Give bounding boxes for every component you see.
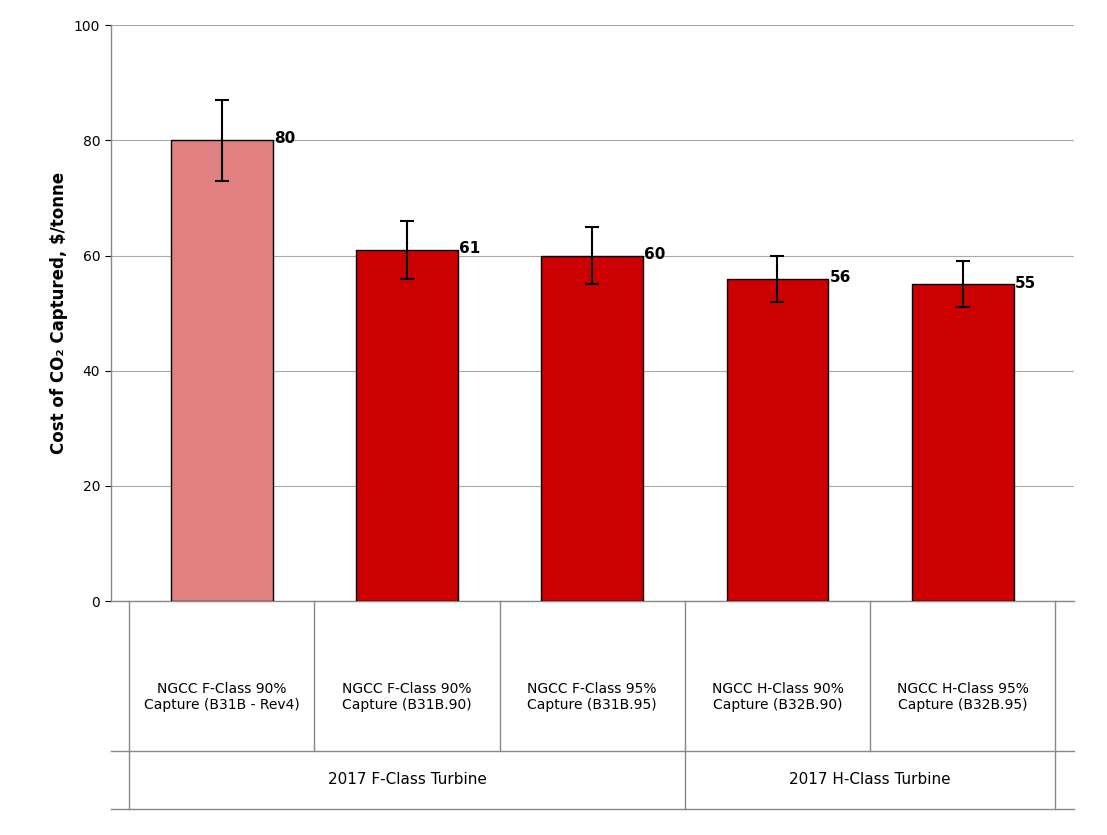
Text: 56: 56 bbox=[829, 270, 850, 285]
Bar bbox=[912, 285, 1014, 601]
Text: 2017 F-Class Turbine: 2017 F-Class Turbine bbox=[328, 772, 486, 787]
Bar bbox=[541, 256, 643, 601]
Text: NGCC F-Class 95%
Capture (B31B.95): NGCC F-Class 95% Capture (B31B.95) bbox=[527, 682, 658, 712]
Bar bbox=[170, 140, 272, 601]
Text: 61: 61 bbox=[459, 240, 480, 256]
Bar bbox=[356, 250, 458, 601]
Bar bbox=[726, 279, 828, 601]
Text: 60: 60 bbox=[644, 246, 665, 261]
Text: NGCC F-Class 90%
Capture (B31B.90): NGCC F-Class 90% Capture (B31B.90) bbox=[342, 682, 472, 712]
Y-axis label: Cost of CO₂ Captured, $/tonne: Cost of CO₂ Captured, $/tonne bbox=[50, 172, 69, 454]
Text: NGCC H-Class 90%
Capture (B32B.90): NGCC H-Class 90% Capture (B32B.90) bbox=[712, 682, 844, 712]
Text: 80: 80 bbox=[273, 131, 294, 146]
Text: 2017 H-Class Turbine: 2017 H-Class Turbine bbox=[789, 772, 951, 787]
Text: 55: 55 bbox=[1014, 276, 1036, 291]
Text: NGCC H-Class 95%
Capture (B32B.95): NGCC H-Class 95% Capture (B32B.95) bbox=[897, 682, 1028, 712]
Text: NGCC F-Class 90%
Capture (B31B - Rev4): NGCC F-Class 90% Capture (B31B - Rev4) bbox=[144, 682, 300, 712]
